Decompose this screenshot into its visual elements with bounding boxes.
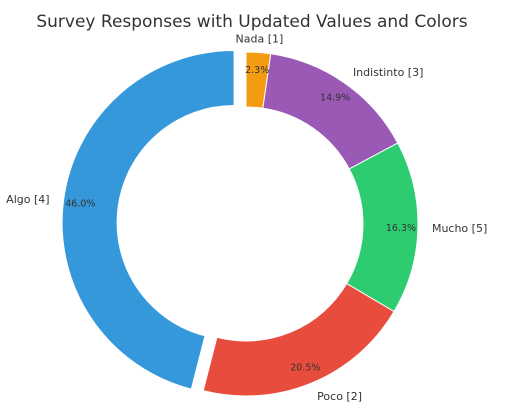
percent-label-nada-1: 2.3% — [245, 65, 269, 76]
percent-labels: 2.3% 14.9% 16.3% 20.5% 46.0% — [65, 65, 416, 374]
donut-slices — [61, 49, 419, 397]
percent-label-poco-2: 20.5% — [290, 363, 320, 374]
chart-title: Survey Responses with Updated Values and… — [36, 12, 467, 32]
category-label-algo-4: Algo [4] — [6, 193, 49, 206]
category-label-indistinto-3: Indistinto [3] — [353, 66, 423, 79]
category-label-nada-1: Nada [1] — [236, 32, 284, 45]
slice-algo-4 — [61, 49, 235, 390]
slice-poco-2 — [202, 282, 395, 397]
percent-label-indistinto-3: 14.9% — [320, 93, 350, 104]
category-label-mucho-5: Mucho [5] — [432, 222, 487, 235]
percent-label-algo-4: 46.0% — [65, 199, 95, 210]
category-label-poco-2: Poco [2] — [317, 390, 362, 403]
category-labels: Nada [1] Indistinto [3] Mucho [5] Poco [2] A… — [6, 32, 487, 402]
percent-label-mucho-5: 16.3% — [386, 223, 416, 234]
